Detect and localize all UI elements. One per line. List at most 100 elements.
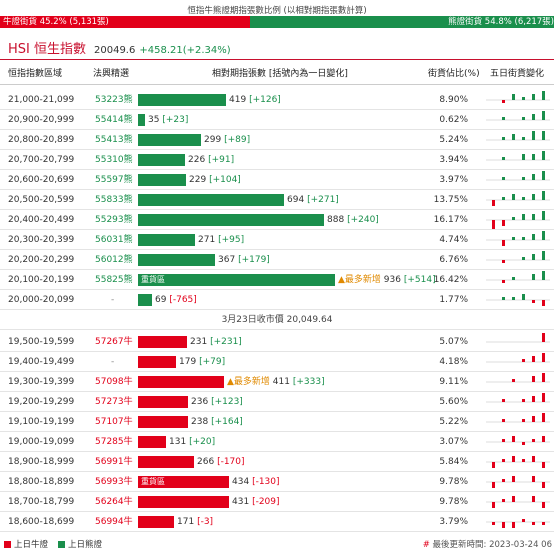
close-price-row: 3月23日收市價 20,049.64 [0,310,554,330]
bull-table-row[interactable]: 19,100-19,199 57107牛 238 [+164] 5.22% [0,412,554,432]
index-header: HSI 恒生指數 20049.6 +458.21(+2.34%) [8,38,231,57]
bear-table-row[interactable]: 20,000-20,099 - 69 [-765] 1.77% [0,290,554,310]
sparkline-bar [532,476,535,482]
sparkline-bar [542,151,545,160]
contracts-bar-cell: 179 [+79] [138,352,438,372]
contracts-bar [138,134,201,146]
contracts-bar-cell: 238 [+164] [138,412,438,432]
contracts-value: 271 [198,235,216,245]
contracts-value: 431 [232,497,250,507]
sparkline-bar [502,297,505,300]
contracts-delta: [+23] [162,115,189,125]
sparkline-bar [502,137,505,140]
sparkline-cell [484,110,552,130]
warrant-code-link[interactable]: 56991牛 [95,457,133,467]
contracts-bar-cell: 694 [+271] [138,190,438,210]
bull-table-row[interactable]: 19,300-19,399 57098牛 ▲最多新增 411 [+333] 9.11% [0,372,554,392]
contracts-label: 694 [+271] [287,190,339,210]
bull-table-row[interactable]: 19,200-19,299 57273牛 236 [+123] 5.60% [0,392,554,412]
contracts-delta: [+104] [209,175,241,185]
bear-table-row[interactable]: 20,400-20,499 55293熊 888 [+240] 16.17% [0,210,554,230]
contracts-bar-cell: 226 [+91] [138,150,438,170]
index-range: 20,100-20,199 [8,275,75,285]
index-range: 19,400-19,499 [8,357,75,367]
sparkline-bar [532,300,535,303]
outstanding-pct: 9.78% [439,497,468,507]
sparkline-cell [484,392,552,412]
warrant-code-link[interactable]: 56264牛 [95,497,133,507]
contracts-label: 419 [+126] [229,90,281,110]
contracts-delta: [-3] [197,517,214,527]
bear-table-row[interactable]: 20,100-20,199 55825熊 重貨區 ▲最多新增 936 [+514] 16… [0,270,554,290]
ratio-bar: 牛證街貨 45.2% (5,131張) 熊證街貨 54.8% (6,217張) [0,16,554,28]
warrant-code-link[interactable]: 55310熊 [95,155,133,165]
warrant-code-link[interactable]: 56994牛 [95,517,133,527]
bull-table-row[interactable]: 18,800-18,899 56993牛 重貨區 434 [-130] 9.78% [0,472,554,492]
bear-table-row[interactable]: 20,200-20,299 56012熊 367 [+179] 6.76% [0,250,554,270]
warrant-code-link[interactable]: 57285牛 [95,437,133,447]
warrant-code-link[interactable]: 55293熊 [95,215,133,225]
five-day-sparkline [486,476,550,488]
bear-table-row[interactable]: 20,700-20,799 55310熊 226 [+91] 3.94% [0,150,554,170]
warrant-code-link[interactable]: 56031熊 [95,235,133,245]
sparkline-bar [502,100,505,103]
bear-table-row[interactable]: 20,300-20,399 56031熊 271 [+95] 4.74% [0,230,554,250]
bull-table-row[interactable]: 19,400-19,499 - 179 [+79] 4.18% [0,352,554,372]
five-day-sparkline [486,191,550,206]
contracts-label: 131 [+20] [169,432,215,452]
warrant-code-link[interactable]: 55597熊 [95,175,133,185]
index-range: 20,300-20,399 [8,235,75,245]
contracts-bar-cell: 367 [+179] [138,250,438,270]
ratio-title: 恒指牛熊證期指張數比例 (以相對期指張數計算) [187,6,367,16]
contracts-label: 299 [+89] [204,130,250,150]
contracts-bar [138,376,224,388]
contracts-delta: [+164] [211,417,243,427]
sparkline-bar [522,459,525,462]
contracts-label: 238 [+164] [191,412,243,432]
sparkline-bar [532,356,535,362]
outstanding-pct: 3.94% [439,155,468,165]
sparkline-bar [502,220,505,226]
bull-table-row[interactable]: 19,500-19,599 57267牛 231 [+231] 5.07% [0,332,554,352]
sparkline-bar [532,214,535,220]
index-range: 20,700-20,799 [8,155,75,165]
five-day-sparkline [486,519,550,528]
sparkline-cell [484,210,552,230]
bear-table-row[interactable]: 20,500-20,599 55833熊 694 [+271] 13.75% [0,190,554,210]
bear-table-row[interactable]: 20,800-20,899 55413熊 299 [+89] 5.24% [0,130,554,150]
warrant-code-link[interactable]: 55414熊 [95,115,133,125]
warrant-code-link[interactable]: 56012熊 [95,255,133,265]
bear-table-row[interactable]: 20,900-20,999 55414熊 35 [+23] 0.62% [0,110,554,130]
index-range: 19,100-19,199 [8,417,75,427]
bull-table-row[interactable]: 18,900-18,999 56991牛 266 [-170] 5.84% [0,452,554,472]
bull-table-row[interactable]: 19,000-19,099 57285牛 131 [+20] 3.07% [0,432,554,452]
warrant-code-link[interactable]: 57098牛 [95,377,133,387]
bull-table-row[interactable]: 18,600-18,699 56994牛 171 [-3] 3.79% [0,512,554,532]
contracts-value: 266 [197,457,215,467]
warrant-code-link[interactable]: 56993牛 [95,477,133,487]
contracts-bar-cell: 231 [+231] [138,332,438,352]
bear-table-row[interactable]: 21,000-21,099 53223熊 419 [+126] 8.90% [0,90,554,110]
warrant-code-link[interactable]: 57267牛 [95,337,133,347]
index-range: 19,200-19,299 [8,397,75,407]
warrant-code-link[interactable]: 55825熊 [95,275,133,285]
warrant-code-link[interactable]: 57273牛 [95,397,133,407]
contracts-bar [138,234,195,246]
sparkline-cell [484,332,552,352]
sparkline-bar [542,91,545,100]
contracts-delta: [+231] [210,337,242,347]
bear-table-row[interactable]: 20,600-20,699 55597熊 229 [+104] 3.97% [0,170,554,190]
index-range: 18,800-18,899 [8,477,75,487]
contracts-bar-cell: 35 [+23] [138,110,438,130]
warrant-code-link[interactable]: 57107牛 [95,417,133,427]
warrant-code-link[interactable]: 53223熊 [95,95,133,105]
index-name[interactable]: HSI 恒生指數 [8,42,86,57]
warrant-code-link[interactable]: 55833熊 [95,195,133,205]
warrant-code-link[interactable]: 55413熊 [95,135,133,145]
sparkline-bar [512,522,515,528]
bull-table-row[interactable]: 18,700-18,799 56264牛 431 [-209] 9.78% [0,492,554,512]
outstanding-pct: 4.18% [439,357,468,367]
sparkline-bar [512,297,515,300]
contracts-bar-cell: 171 [-3] [138,512,438,532]
last-updated-text: 最後更新時間: 2023-03-24 06 [432,540,552,550]
